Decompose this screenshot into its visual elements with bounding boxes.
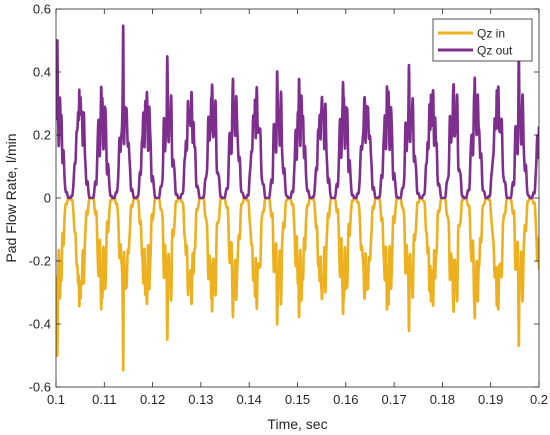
x-tick-label: 0.12	[140, 392, 165, 407]
x-tick-label: 0.11	[92, 392, 116, 407]
y-tick-label: 0.2	[33, 128, 51, 143]
x-tick-label: 0.14	[237, 392, 262, 407]
legend-box	[432, 18, 533, 62]
y-tick-label: 0.4	[33, 65, 51, 80]
ticks-layer: 0.1 0.11 0.12 0.13 0.14 0.15 0.16 0.17 0.18 0.19 0…	[29, 2, 548, 408]
y-tick-label: 0	[44, 191, 51, 206]
x-tick-label: 0.17	[381, 392, 406, 407]
x-axis-label: Time, sec	[267, 416, 327, 432]
x-tick-label: 0.2	[530, 392, 548, 407]
x-tick-label: 0.18	[430, 392, 455, 407]
legend-label-qz-in: Qz in	[477, 27, 505, 41]
y-axis-label: Pad Flow Rate, l/min	[3, 133, 19, 262]
x-tick-label: 0.13	[188, 392, 213, 407]
x-tick-label: 0.19	[478, 392, 503, 407]
y-tick-label: 0.6	[33, 2, 51, 17]
qz-out-line	[56, 24, 539, 200]
y-tick-label: -0.2	[29, 254, 51, 269]
x-tick-label: 0.15	[285, 392, 310, 407]
series-layer	[56, 24, 539, 372]
x-tick-label: 0.16	[333, 392, 358, 407]
legend: Qz in Qz out	[432, 18, 533, 62]
x-tick-label: 0.1	[47, 392, 65, 407]
y-tick-label: -0.6	[29, 380, 51, 395]
legend-label-qz-out: Qz out	[477, 44, 513, 58]
y-tick-label: -0.4	[29, 317, 51, 332]
